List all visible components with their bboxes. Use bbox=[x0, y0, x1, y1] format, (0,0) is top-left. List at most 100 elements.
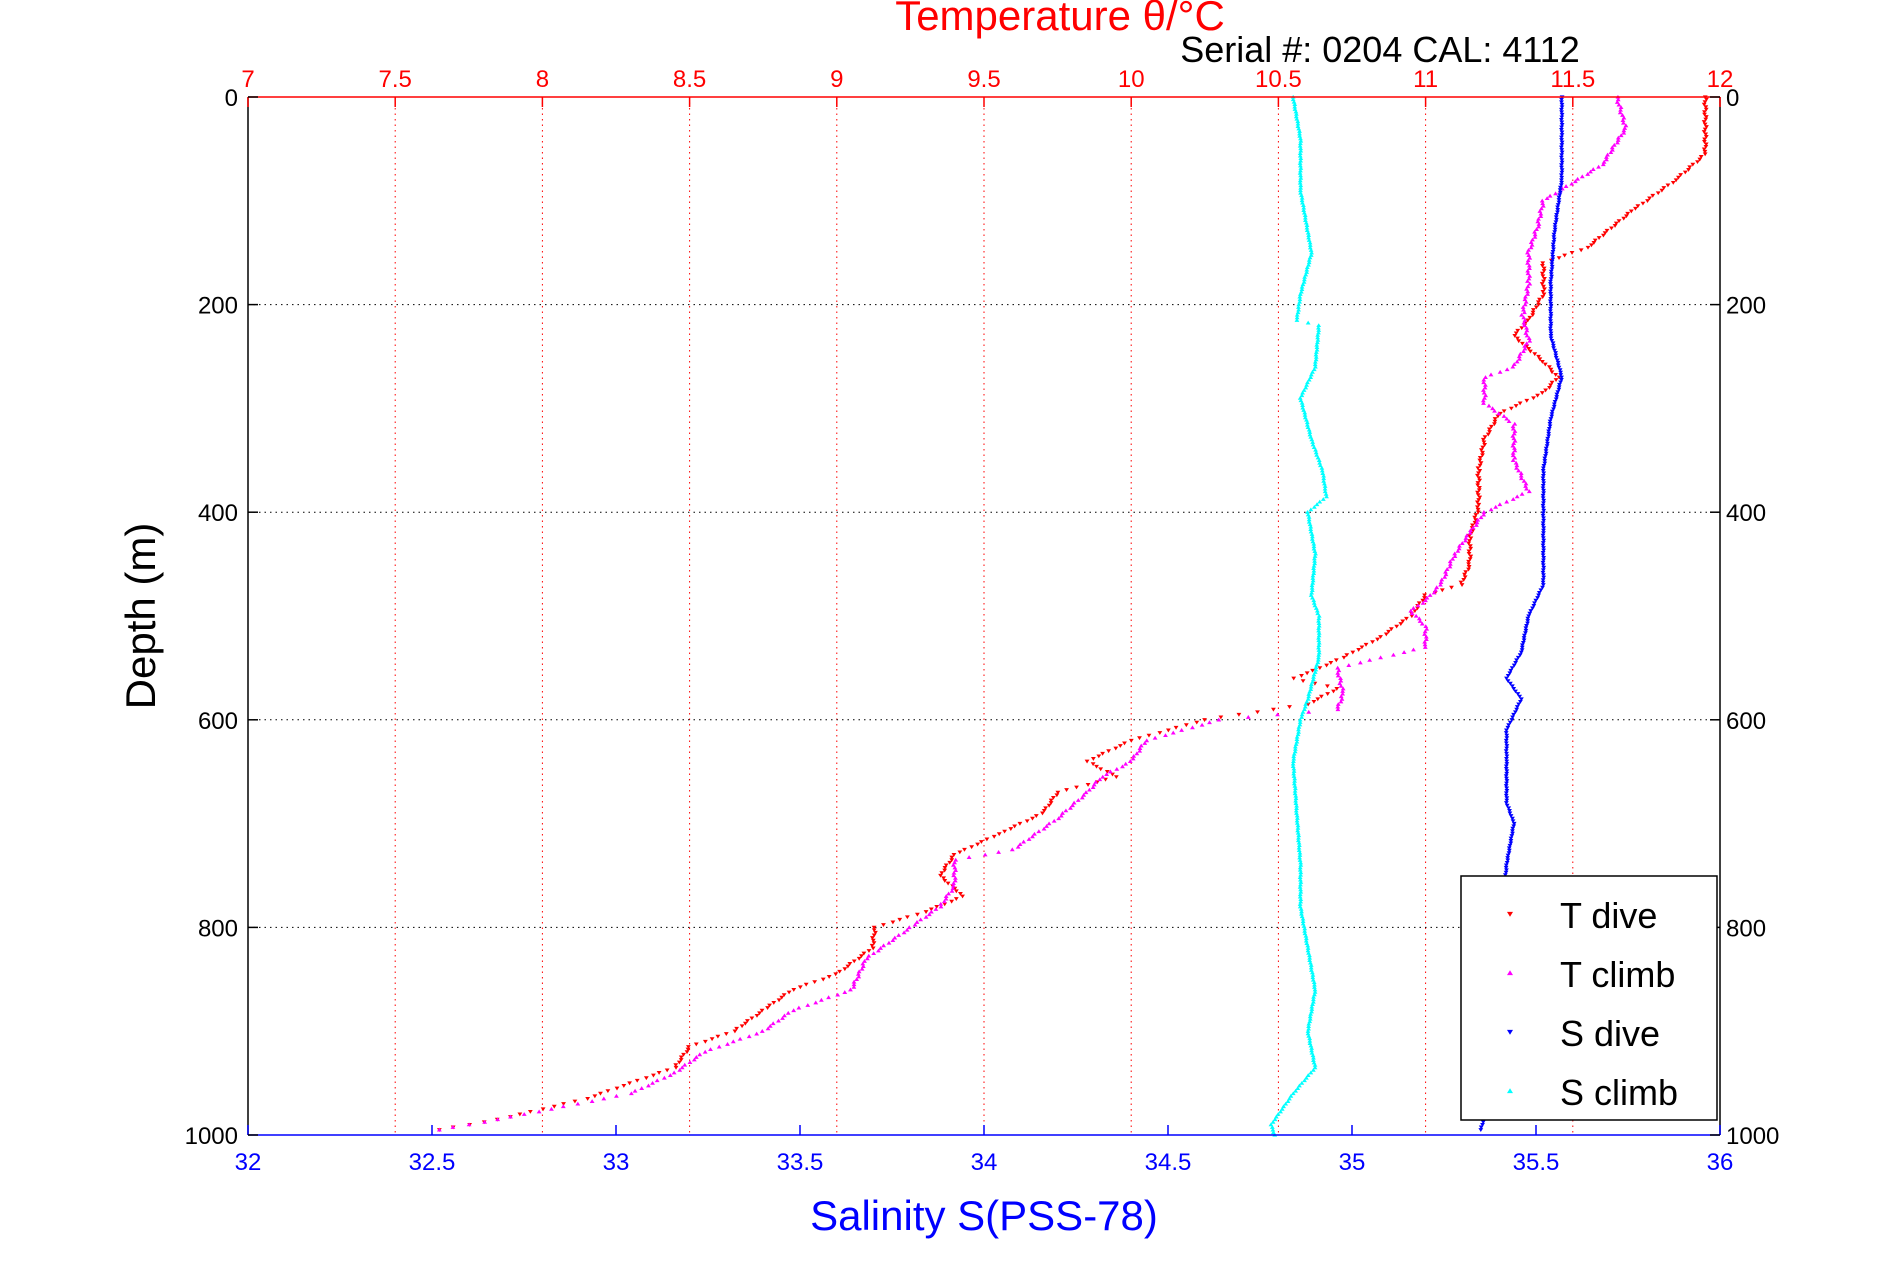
data-point bbox=[1012, 824, 1018, 829]
data-point bbox=[1297, 294, 1303, 299]
data-point bbox=[1321, 476, 1327, 481]
data-point bbox=[1525, 289, 1531, 294]
data-point bbox=[1512, 334, 1518, 338]
data-point bbox=[1422, 596, 1427, 600]
data-point bbox=[1704, 125, 1709, 129]
data-point bbox=[938, 901, 944, 906]
data-point bbox=[1202, 718, 1207, 722]
data-point bbox=[1476, 488, 1482, 493]
data-point bbox=[1308, 1043, 1314, 1048]
data-point bbox=[1542, 287, 1547, 292]
data-point bbox=[1553, 353, 1559, 358]
data-point bbox=[1298, 887, 1303, 892]
data-point bbox=[1589, 243, 1594, 248]
data-point bbox=[1516, 339, 1522, 344]
data-point bbox=[1467, 539, 1472, 543]
top-tick-label: 7 bbox=[241, 66, 254, 93]
data-point bbox=[1549, 412, 1555, 417]
data-point bbox=[1615, 135, 1621, 140]
data-point bbox=[1307, 958, 1313, 963]
data-point bbox=[851, 979, 857, 984]
data-point bbox=[943, 896, 949, 901]
data-point bbox=[1503, 791, 1509, 796]
data-point bbox=[1296, 833, 1302, 838]
data-point bbox=[1512, 421, 1518, 426]
data-point bbox=[1477, 485, 1482, 490]
data-point bbox=[1541, 565, 1547, 570]
data-point bbox=[1702, 110, 1707, 115]
data-point bbox=[549, 1106, 554, 1111]
data-point bbox=[1482, 435, 1488, 440]
data-point bbox=[1504, 744, 1510, 748]
data-point bbox=[1540, 585, 1545, 590]
data-point bbox=[664, 1068, 670, 1073]
data-point bbox=[1316, 458, 1322, 462]
data-point bbox=[1420, 600, 1426, 605]
data-point bbox=[1131, 753, 1137, 758]
data-point bbox=[1548, 282, 1553, 286]
data-point bbox=[1510, 458, 1516, 462]
data-point bbox=[1304, 265, 1310, 270]
data-point bbox=[1512, 446, 1517, 450]
data-point bbox=[897, 917, 903, 922]
data-point bbox=[1338, 699, 1344, 704]
data-point bbox=[739, 1024, 745, 1029]
data-point bbox=[896, 933, 902, 937]
data-point bbox=[1486, 403, 1492, 408]
data-point bbox=[1503, 766, 1509, 771]
data-point bbox=[1307, 689, 1313, 694]
data-point bbox=[1655, 191, 1661, 196]
data-point bbox=[1525, 621, 1530, 626]
data-point bbox=[1526, 276, 1532, 281]
data-point bbox=[776, 998, 782, 1003]
data-point bbox=[1526, 347, 1532, 351]
data-point bbox=[1269, 1125, 1275, 1129]
data-point bbox=[1541, 478, 1546, 483]
data-point bbox=[1540, 496, 1546, 501]
data-point bbox=[1297, 902, 1303, 906]
data-point bbox=[1030, 816, 1035, 821]
data-point bbox=[1463, 535, 1469, 540]
data-point bbox=[1294, 111, 1299, 116]
data-point bbox=[1297, 877, 1303, 882]
data-point bbox=[1295, 310, 1301, 315]
data-point bbox=[851, 984, 857, 989]
data-point bbox=[1548, 367, 1554, 372]
data-point bbox=[1009, 847, 1015, 852]
data-point bbox=[1540, 523, 1546, 528]
data-point bbox=[1557, 193, 1563, 198]
data-point bbox=[1559, 143, 1565, 147]
data-point bbox=[1296, 302, 1302, 307]
data-point bbox=[1522, 633, 1527, 638]
data-point bbox=[1521, 320, 1527, 325]
data-point bbox=[1508, 814, 1514, 818]
data-point bbox=[826, 975, 832, 979]
legend: T dive T climb S dive S climb bbox=[1460, 875, 1718, 1121]
data-point bbox=[1297, 395, 1303, 400]
data-point bbox=[1476, 471, 1481, 476]
data-point bbox=[1122, 741, 1127, 746]
data-point bbox=[654, 1078, 660, 1083]
data-point bbox=[1299, 715, 1305, 719]
data-point bbox=[679, 1065, 685, 1070]
data-point bbox=[1298, 906, 1304, 911]
data-point bbox=[1462, 575, 1468, 580]
data-point bbox=[1058, 813, 1064, 818]
data-point bbox=[1647, 196, 1652, 201]
data-point bbox=[1504, 757, 1509, 761]
data-point bbox=[1179, 728, 1185, 732]
data-point bbox=[1559, 130, 1565, 135]
data-point bbox=[1621, 216, 1627, 221]
data-point bbox=[1084, 759, 1090, 764]
data-point bbox=[1488, 372, 1494, 377]
data-point bbox=[1678, 173, 1684, 178]
data-point bbox=[1628, 209, 1634, 214]
data-point bbox=[1483, 382, 1488, 387]
data-point bbox=[1540, 263, 1545, 268]
data-point bbox=[1301, 203, 1306, 208]
data-point bbox=[1296, 307, 1301, 312]
data-point bbox=[1137, 746, 1143, 751]
data-point bbox=[1297, 161, 1303, 165]
data-point bbox=[1307, 953, 1312, 958]
data-point bbox=[1543, 454, 1548, 459]
